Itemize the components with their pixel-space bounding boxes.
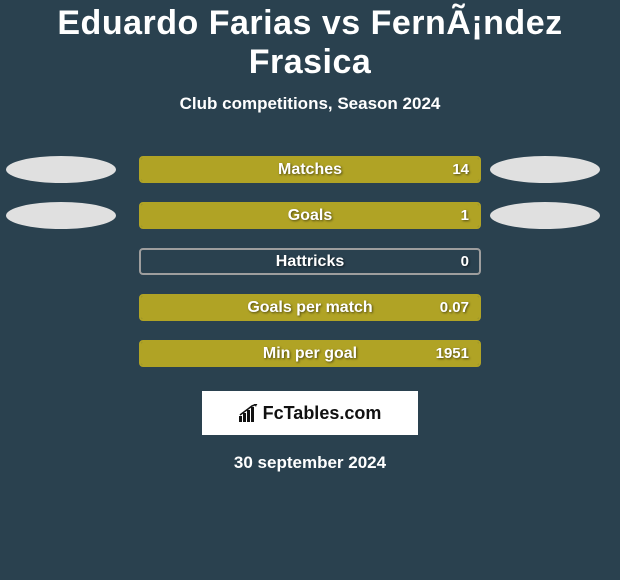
stat-bar: Matches 14 (139, 156, 481, 183)
stat-row: Matches 14 (0, 156, 620, 183)
comparison-card: Eduardo Farias vs FernÃ¡ndez Frasica Clu… (0, 0, 620, 473)
logo-text: FcTables.com (263, 403, 382, 424)
stat-bar: Hattricks 0 (139, 248, 481, 275)
stat-row: Min per goal 1951 (0, 340, 620, 367)
stat-bar: Goals per match 0.07 (139, 294, 481, 321)
stat-label: Goals (288, 207, 332, 225)
stat-value: 14 (452, 161, 469, 178)
fctables-logo-icon (239, 404, 259, 422)
stat-label: Hattricks (276, 253, 344, 271)
subtitle: Club competitions, Season 2024 (0, 94, 620, 114)
date-label: 30 september 2024 (0, 453, 620, 473)
stat-bar: Min per goal 1951 (139, 340, 481, 367)
stat-value: 0.07 (440, 299, 469, 316)
page-title: Eduardo Farias vs FernÃ¡ndez Frasica (0, 4, 620, 82)
stats-rows: Matches 14 Goals 1 Hattricks 0 Goals per match… (0, 156, 620, 367)
stat-value: 1951 (436, 345, 469, 362)
stat-row: Goals 1 (0, 202, 620, 229)
stat-label: Min per goal (263, 345, 357, 363)
stat-bar: Goals 1 (139, 202, 481, 229)
logo-box: FcTables.com (202, 391, 418, 435)
left-ellipse (6, 202, 116, 229)
right-ellipse (490, 156, 600, 183)
stat-row: Goals per match 0.07 (0, 294, 620, 321)
right-ellipse (490, 202, 600, 229)
left-ellipse (6, 156, 116, 183)
stat-value: 1 (461, 207, 469, 224)
stat-row: Hattricks 0 (0, 248, 620, 275)
stat-value: 0 (461, 253, 469, 270)
stat-label: Matches (278, 161, 342, 179)
stat-label: Goals per match (247, 299, 372, 317)
